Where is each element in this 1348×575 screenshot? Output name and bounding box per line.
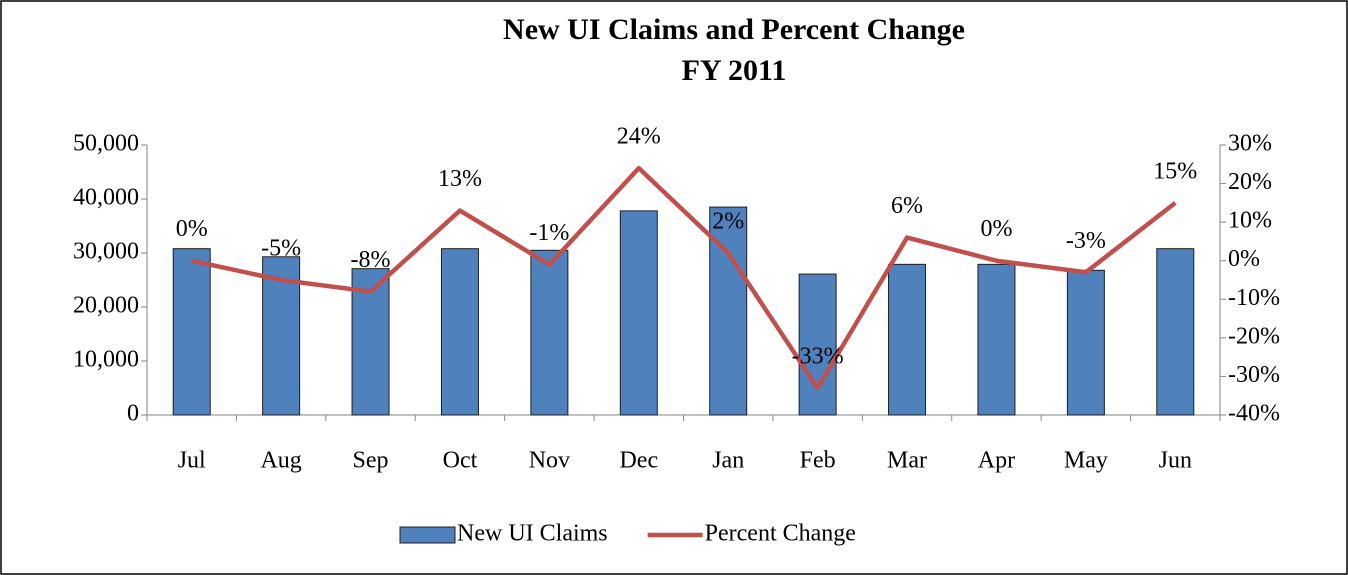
x-tick-label: Jan — [712, 448, 744, 474]
legend-label: New UI Claims — [457, 521, 608, 547]
data-label: -5% — [261, 236, 301, 262]
x-tick-label: Nov — [529, 448, 570, 474]
y2-tick-label: -10% — [1228, 285, 1280, 311]
data-label: -8% — [351, 247, 391, 273]
data-label: 2% — [712, 209, 744, 235]
x-tick-label: Feb — [800, 448, 836, 474]
data-label: 24% — [617, 124, 661, 150]
x-tick-label: Dec — [619, 448, 658, 474]
bar — [619, 210, 658, 416]
y2-tick-label: -30% — [1228, 362, 1280, 388]
data-label: -3% — [1066, 228, 1106, 254]
y2-tick-label: 10% — [1228, 208, 1272, 234]
data-label: -33% — [792, 344, 844, 370]
y-tick-label: 30,000 — [73, 239, 139, 265]
data-label: 13% — [438, 166, 482, 192]
bar — [1156, 248, 1195, 416]
x-tick-label: Apr — [978, 448, 1015, 474]
data-label: -1% — [529, 220, 569, 246]
x-tick-label: May — [1064, 448, 1108, 474]
y2-tick-label: 0% — [1228, 246, 1260, 272]
y2-tick-label: -20% — [1228, 323, 1280, 349]
bar — [1066, 269, 1105, 416]
bar — [888, 263, 927, 416]
data-label: 0% — [176, 216, 208, 242]
y2-tick-label: 20% — [1228, 169, 1272, 195]
y-tick-label: 40,000 — [73, 185, 139, 211]
bar — [977, 263, 1016, 416]
bar — [798, 273, 837, 416]
x-tick-label: Jul — [178, 448, 206, 474]
data-label: 6% — [891, 193, 923, 219]
x-tick-label: Oct — [443, 448, 478, 474]
y-tick-label: 10,000 — [73, 347, 139, 373]
line — [191, 165, 1177, 391]
y2-tick-label: 30% — [1228, 131, 1272, 157]
chart-subtitle: FY 2011 — [682, 54, 787, 87]
y-tick-label: 50,000 — [73, 131, 139, 157]
data-label: 15% — [1153, 158, 1197, 184]
chart-title: New UI Claims and Percent Change — [503, 13, 965, 46]
legend-swatch — [399, 526, 456, 544]
x-tick-label: Mar — [887, 448, 927, 474]
data-label: 0% — [980, 216, 1012, 242]
x-tick-label: Sep — [353, 448, 389, 474]
x-tick-label: Aug — [260, 448, 301, 474]
legend-label: Percent Change — [705, 521, 856, 547]
bar — [172, 248, 211, 416]
y-tick-label: 20,000 — [73, 293, 139, 319]
y2-tick-label: -40% — [1228, 401, 1280, 427]
x-tick-label: Jun — [1159, 448, 1192, 474]
y-tick-label: 0 — [127, 401, 139, 427]
bar — [530, 249, 569, 416]
bar — [440, 248, 479, 416]
